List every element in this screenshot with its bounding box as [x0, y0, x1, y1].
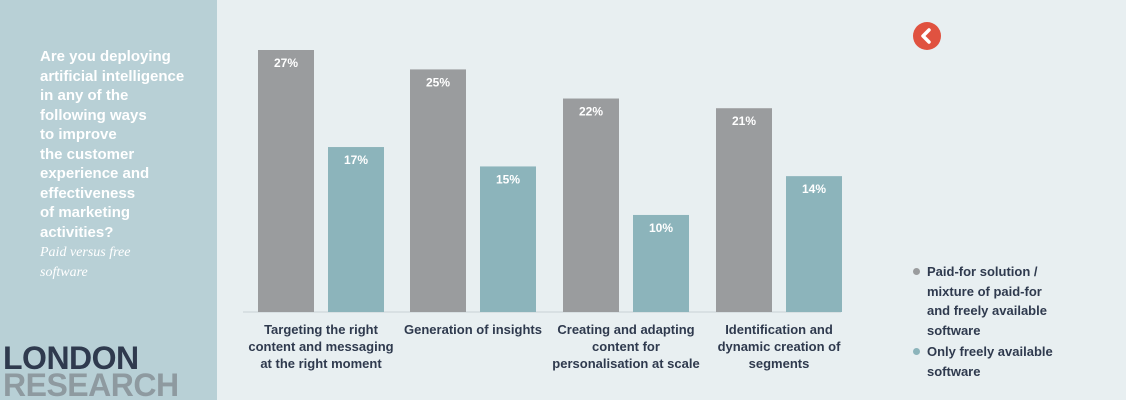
chevron-left-icon [921, 28, 931, 44]
chart-subtitle: Paid versus free software [40, 245, 131, 280]
legend-label-paid: Paid-for solution / mixture of paid-for … [927, 264, 1047, 338]
bar-free-1 [480, 166, 536, 312]
bar-value-label: 25% [426, 75, 450, 89]
chart-legend: Paid-for solution / mixture of paid-for … [913, 262, 1113, 383]
bar-paid-3 [716, 108, 772, 312]
category-label: Targeting the right content and messaging… [248, 322, 393, 371]
london-research-logo: LONDON RESEARCH [3, 340, 179, 400]
bar-value-label: 27% [274, 56, 298, 70]
legend-swatch-paid [913, 268, 920, 275]
category-label: Creating and adapting content for personal… [552, 322, 699, 371]
legend-item-free: Only freely available software [913, 342, 1113, 381]
sidebar-panel: Are you deploying artificial intelligenc… [0, 0, 217, 400]
bar-value-label: 15% [496, 172, 520, 186]
legend-item-paid: Paid-for solution / mixture of paid-for … [913, 262, 1113, 340]
legend-label-free: Only freely available software [927, 344, 1053, 379]
logo-line-1: LONDON [3, 340, 139, 376]
bar-paid-0 [258, 50, 314, 312]
legend-swatch-free [913, 348, 920, 355]
bar-value-label: 10% [649, 221, 673, 235]
bar-free-3 [786, 176, 842, 312]
bar-free-0 [328, 147, 384, 312]
bar-value-label: 22% [579, 105, 603, 119]
bar-paid-1 [410, 69, 466, 312]
bar-value-label: 14% [802, 182, 826, 196]
category-label: Identification and dynamic creation of seg… [718, 322, 841, 371]
logo-line-2: RESEARCH [3, 367, 179, 400]
chart-question: Are you deploying artificial intelligenc… [40, 48, 185, 241]
bar-paid-2 [563, 98, 619, 312]
bar-value-label: 21% [732, 114, 756, 128]
category-label: Generation of insights [404, 322, 542, 337]
back-button[interactable] [913, 22, 941, 50]
bar-value-label: 17% [344, 153, 368, 167]
bar-chart: 27% 17% Targeting the right content and mes… [243, 50, 842, 371]
bar-free-2 [633, 214, 689, 312]
